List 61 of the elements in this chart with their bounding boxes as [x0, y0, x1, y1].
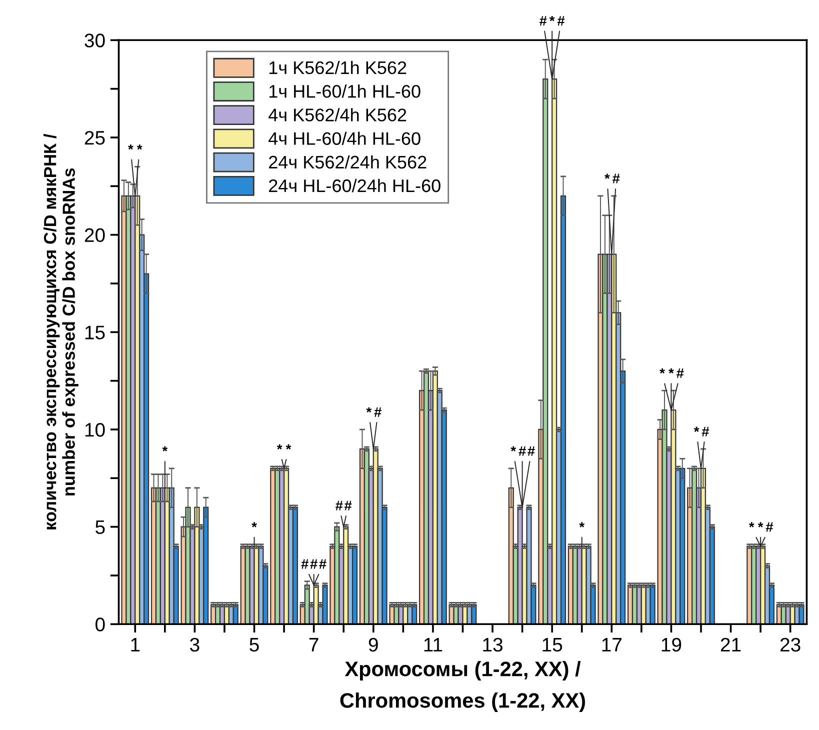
x-tick-label: 1: [131, 638, 140, 652]
annotation: #: [557, 16, 565, 26]
x-tick-label: 11: [424, 638, 442, 652]
annotation: *: [668, 368, 674, 374]
x-tick-label: 21: [720, 638, 741, 652]
bar: [560, 195, 566, 624]
bar: [352, 546, 358, 624]
legend-label: 4ч HL-60/4h HL-60: [268, 132, 420, 145]
bar: [292, 506, 298, 624]
annotation: #: [344, 500, 352, 510]
y-tick-label: 25: [84, 130, 105, 145]
annotation: *: [694, 426, 700, 432]
annotation: *: [286, 444, 292, 450]
annotation: *: [366, 407, 372, 412]
bar: [650, 584, 656, 624]
y-tick-label: 10: [85, 422, 105, 437]
legend-label: 24ч K562/24h K562: [269, 155, 426, 169]
y-tick-label: 20: [84, 228, 105, 242]
legend-label: 1ч HL-60/1h HL-60: [269, 84, 420, 98]
y-tick-label: 5: [96, 520, 105, 534]
annotation: #: [301, 559, 309, 569]
annotation: #: [540, 16, 547, 26]
y-axis-title: количество экспрессирующихся C/D мякРНК / number of expressed C/D box snoRNAs: [43, 134, 78, 530]
annotation: #: [528, 446, 535, 456]
x-tick-label: 15: [542, 638, 562, 652]
annotation: *: [136, 144, 142, 150]
annotation: *: [579, 522, 585, 528]
x-tick-label: 23: [780, 638, 800, 652]
annotation: *: [748, 522, 754, 528]
x-tick-label: 19: [662, 638, 682, 652]
annotation: #: [676, 368, 684, 378]
x-tick-label: 17: [602, 638, 622, 652]
annotation: #: [319, 559, 326, 569]
y-tick-label: 30: [84, 34, 105, 48]
annotation: *: [276, 444, 282, 450]
annotation: *: [128, 144, 134, 150]
annotation: *: [252, 522, 257, 528]
annotation: #: [612, 174, 620, 184]
y-tick-label: 0: [96, 618, 105, 632]
x-axis-title: Хромосомы (1-22, XX) / Chromosomes (1-22, XX): [340, 661, 585, 712]
annotation: *: [510, 446, 516, 452]
annotation: *: [660, 368, 665, 374]
legend-label: 24ч HL-60/24h HL-60: [269, 178, 440, 192]
x-tick-label: 7: [309, 638, 318, 652]
annotation: *: [604, 174, 610, 179]
x-tick-label: 13: [483, 638, 502, 652]
annotation: *: [162, 446, 168, 452]
y-tick-label: 15: [85, 326, 105, 340]
x-tick-label: 3: [190, 638, 200, 652]
annotation: #: [336, 500, 343, 510]
annotation: *: [549, 16, 555, 22]
annotation: #: [310, 559, 318, 569]
annotation: #: [518, 446, 526, 456]
annotation: #: [702, 426, 710, 436]
x-tick-label: 9: [368, 638, 378, 652]
annotation: *: [758, 522, 764, 528]
legend-label: 4ч K562/4h K562: [268, 108, 406, 122]
legend-label: 1ч K562/1h K562: [269, 60, 406, 74]
annotation: #: [766, 522, 774, 532]
annotation: #: [374, 407, 382, 417]
x-tick-label: 5: [250, 638, 259, 652]
